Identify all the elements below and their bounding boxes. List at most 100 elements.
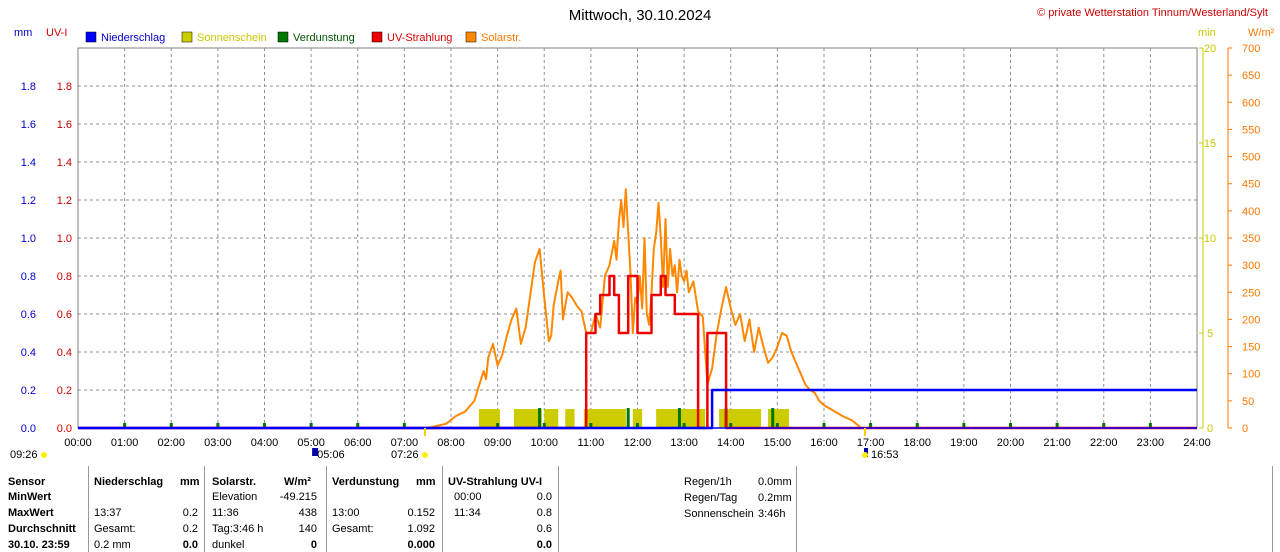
x-tick-label: 11:00 bbox=[578, 437, 605, 449]
min-tick-label: 5 bbox=[1207, 328, 1213, 340]
wm2-tick-label: 50 bbox=[1242, 396, 1254, 408]
x-tick-label: 16:00 bbox=[810, 437, 838, 449]
x-tick-label: 15:00 bbox=[764, 437, 792, 449]
sunrise-label: 07:26 bbox=[391, 449, 419, 461]
solar-value: 0 bbox=[310, 539, 317, 551]
table-divider bbox=[1272, 466, 1273, 552]
sunset-label: 16:53 bbox=[871, 449, 899, 461]
legend-swatch bbox=[465, 31, 477, 43]
sunshine-bar bbox=[632, 409, 643, 428]
wm2-tick-label: 550 bbox=[1242, 124, 1260, 136]
x-tick-label: 17:00 bbox=[857, 437, 885, 449]
mm-tick-label: 1.0 bbox=[21, 233, 36, 245]
x-tick-label: 01:00 bbox=[111, 437, 139, 449]
header-rain: Niederschlag bbox=[94, 476, 164, 488]
extra-value: 0.2mm bbox=[758, 492, 792, 504]
mm-tick-label: 0.4 bbox=[21, 347, 36, 359]
x-tick-label: 00:00 bbox=[64, 437, 92, 449]
rain-value: 0.2 bbox=[182, 507, 198, 519]
unit-wm2: W/m² bbox=[1248, 27, 1275, 39]
row-label: Durchschnitt bbox=[8, 523, 76, 535]
rain-value: 0.0 bbox=[182, 539, 198, 551]
header-solar-unit: W/m² bbox=[284, 476, 311, 488]
wm2-tick-label: 600 bbox=[1242, 97, 1260, 109]
x-tick-label: 08:00 bbox=[437, 437, 465, 449]
wm2-tick-label: 500 bbox=[1242, 152, 1260, 164]
sunshine-bar bbox=[565, 409, 575, 428]
solar-time: Elevation bbox=[212, 491, 258, 503]
rain-time: 13:37 bbox=[94, 507, 122, 519]
wm2-tick-label: 150 bbox=[1242, 342, 1260, 354]
row-label: MinWert bbox=[8, 491, 52, 503]
wm2-tick-label: 350 bbox=[1242, 233, 1260, 245]
solar-time: dunkel bbox=[212, 539, 245, 551]
wm2-tick-label: 450 bbox=[1242, 179, 1260, 191]
uvi-tick-label: 1.0 bbox=[57, 233, 72, 245]
mm-tick-label: 1.2 bbox=[21, 195, 36, 207]
x-tick-label: 21:00 bbox=[1043, 437, 1071, 449]
uvi-tick-label: 0.2 bbox=[57, 385, 72, 397]
moon-icon bbox=[312, 448, 319, 456]
uvi-tick-label: 1.4 bbox=[57, 157, 72, 169]
header-sensor: Sensor bbox=[8, 476, 46, 488]
rain-value: 0.2 bbox=[182, 523, 198, 535]
x-tick-label: 18:00 bbox=[903, 437, 931, 449]
wm2-tick-label: 250 bbox=[1242, 287, 1260, 299]
uvi-tick-label: 0.4 bbox=[57, 347, 72, 359]
extra-label: Regen/Tag bbox=[684, 492, 738, 504]
min-tick-label: 15 bbox=[1204, 138, 1216, 150]
solar-time: Tag:3:46 h bbox=[212, 523, 264, 535]
wm2-tick-label: 100 bbox=[1242, 369, 1260, 381]
evap-value: 1.092 bbox=[407, 523, 435, 535]
grid bbox=[77, 47, 1198, 429]
evap-time: Gesamt: bbox=[332, 523, 374, 535]
mm-tick-label: 0.6 bbox=[21, 309, 36, 321]
extra-label: Sonnenschein bbox=[684, 508, 754, 520]
solar-value: -49.215 bbox=[279, 491, 317, 503]
min-tick-label: 20 bbox=[1204, 43, 1216, 55]
header-solar: Solarstr. bbox=[212, 476, 257, 488]
x-tick-label: 10:00 bbox=[530, 437, 558, 449]
header-rain-unit: mm bbox=[180, 476, 200, 488]
header-uv: UV-Strahlung UV-I bbox=[448, 476, 543, 488]
table-divider bbox=[88, 466, 89, 552]
mm-tick-label: 0.2 bbox=[21, 385, 36, 397]
copyright-text: © private Wetterstation Tinnum/Westerlan… bbox=[1037, 7, 1268, 19]
legend-label: Niederschlag bbox=[101, 32, 165, 44]
statistics-table: Sensor Niederschlag mm Solarstr. W/m² Verduns… bbox=[0, 464, 1280, 552]
extra-value: 0.0mm bbox=[758, 476, 792, 488]
uv-value: 0.0 bbox=[536, 491, 552, 503]
table-divider bbox=[204, 466, 205, 552]
weather-chart: Mittwoch, 30.10.2024 © private Wettersta… bbox=[10, 7, 1275, 461]
dusk-label: 05:06 bbox=[317, 449, 345, 461]
chart-title: Mittwoch, 30.10.2024 bbox=[569, 7, 712, 24]
x-tick-label: 13:00 bbox=[670, 437, 698, 449]
min-tick-label: 10 bbox=[1204, 233, 1216, 245]
uvi-tick-label: 1.8 bbox=[57, 81, 72, 93]
uvi-tick-label: 0.0 bbox=[57, 423, 72, 435]
solar-time: 11:36 bbox=[212, 507, 239, 519]
sunshine-bar bbox=[544, 409, 559, 428]
sunshine-bar bbox=[583, 409, 626, 428]
rain-time: 0.2 mm bbox=[94, 539, 131, 551]
table-divider bbox=[326, 466, 327, 552]
header-evap-unit: mm bbox=[416, 476, 436, 488]
x-tick-label: 12:00 bbox=[624, 437, 652, 449]
wm2-tick-label: 0 bbox=[1242, 423, 1248, 435]
wm2-tick-label: 200 bbox=[1242, 314, 1260, 326]
extra-value: 3:46h bbox=[758, 508, 786, 520]
legend-swatch bbox=[277, 31, 289, 43]
sun-markers: 09:26 05:06 07:26 16:53 bbox=[10, 428, 899, 461]
solar-value: 140 bbox=[298, 523, 317, 535]
legend-label: Sonnenschein bbox=[197, 32, 267, 44]
sunshine-bar bbox=[478, 409, 500, 428]
wm2-tick-label: 300 bbox=[1242, 260, 1260, 272]
x-tick-label: 02:00 bbox=[157, 437, 185, 449]
legend-swatch bbox=[371, 31, 383, 43]
legend-label: UV-Strahlung bbox=[387, 32, 452, 44]
table-divider bbox=[796, 466, 797, 552]
x-tick-label: 07:00 bbox=[391, 437, 419, 449]
legend-label: Solarstr. bbox=[481, 32, 521, 44]
legend-swatch bbox=[181, 31, 193, 43]
evap-value: 0.000 bbox=[407, 539, 435, 551]
